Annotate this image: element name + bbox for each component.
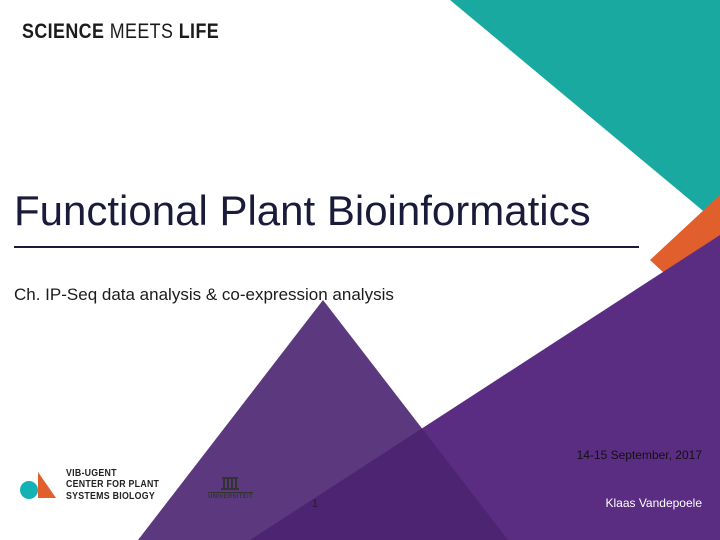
university-logo: UNIVERSITEIT xyxy=(208,475,253,500)
date-text: 14-15 September, 2017 xyxy=(577,448,702,462)
author-text: Klaas Vandepoele xyxy=(605,496,702,510)
slide-subtitle: Ch. IP-Seq data analysis & co-expression… xyxy=(14,285,394,305)
vib-logo-icon xyxy=(18,470,58,500)
slide-title: Functional Plant Bioinformatics xyxy=(14,187,591,235)
header-tagline: SCIENCE MEETS LIFE xyxy=(22,20,219,44)
title-underline xyxy=(14,246,639,248)
vib-logo-text: VIB-UGENT CENTER FOR PLANT SYSTEMS BIOLO… xyxy=(66,468,159,503)
vib-logo-block: VIB-UGENT CENTER FOR PLANT SYSTEMS BIOLO… xyxy=(18,468,172,503)
tagline-word-2: MEETS xyxy=(110,20,174,43)
tagline-word-3: LIFE xyxy=(179,20,219,43)
logo-line-2: CENTER FOR PLANT xyxy=(66,479,159,491)
slide: SCIENCE MEETS LIFE Functional Plant Bioi… xyxy=(0,0,720,540)
logo-line-3: SYSTEMS BIOLOGY xyxy=(66,491,159,503)
tagline-word-1: SCIENCE xyxy=(22,20,104,43)
university-label: UNIVERSITEIT xyxy=(208,492,253,500)
building-icon xyxy=(221,475,239,491)
logo-line-1: VIB-UGENT xyxy=(66,468,159,480)
page-number: 1 xyxy=(312,498,318,510)
